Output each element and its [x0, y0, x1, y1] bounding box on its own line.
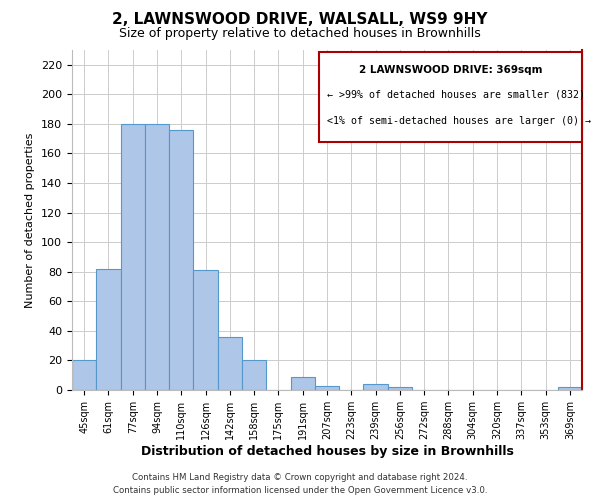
FancyBboxPatch shape [319, 52, 582, 142]
Bar [145, 124, 169, 390]
Bar [388, 387, 412, 390]
Bar [218, 337, 242, 390]
Bar [315, 386, 339, 390]
Bar [72, 360, 96, 390]
Bar [364, 384, 388, 390]
Bar [242, 360, 266, 390]
Text: Contains HM Land Registry data © Crown copyright and database right 2024.
Contai: Contains HM Land Registry data © Crown c… [113, 474, 487, 495]
X-axis label: Distribution of detached houses by size in Brownhills: Distribution of detached houses by size … [140, 445, 514, 458]
Bar [193, 270, 218, 390]
Text: Size of property relative to detached houses in Brownhills: Size of property relative to detached ho… [119, 28, 481, 40]
Bar [121, 124, 145, 390]
Y-axis label: Number of detached properties: Number of detached properties [25, 132, 35, 308]
Text: <1% of semi-detached houses are larger (0) →: <1% of semi-detached houses are larger (… [327, 116, 591, 126]
Text: 2 LAWNSWOOD DRIVE: 369sqm: 2 LAWNSWOOD DRIVE: 369sqm [359, 66, 542, 76]
Bar [290, 376, 315, 390]
Text: 2, LAWNSWOOD DRIVE, WALSALL, WS9 9HY: 2, LAWNSWOOD DRIVE, WALSALL, WS9 9HY [112, 12, 488, 28]
Text: ← >99% of detached houses are smaller (832): ← >99% of detached houses are smaller (8… [327, 89, 585, 99]
Bar [96, 269, 121, 390]
Bar [558, 387, 582, 390]
Bar [169, 130, 193, 390]
